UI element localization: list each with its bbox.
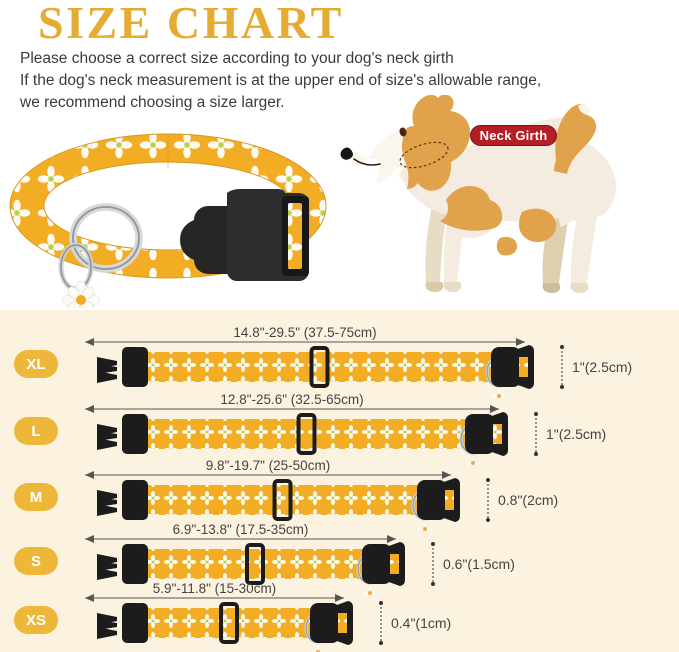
svg-text:5.9"-11.8" (15-30cm): 5.9"-11.8" (15-30cm) — [153, 581, 276, 596]
svg-text:XL: XL — [26, 356, 45, 373]
svg-text:14.8"-29.5" (37.5-75cm): 14.8"-29.5" (37.5-75cm) — [233, 325, 376, 340]
svg-text:1"(2.5cm): 1"(2.5cm) — [546, 426, 606, 442]
svg-text:XS: XS — [26, 612, 46, 629]
svg-text:0.4"(1cm): 0.4"(1cm) — [391, 615, 451, 631]
svg-text:6.9"-13.8" (17.5-35cm): 6.9"-13.8" (17.5-35cm) — [173, 522, 309, 537]
svg-text:L: L — [31, 423, 40, 440]
svg-text:S: S — [31, 553, 41, 570]
svg-text:1"(2.5cm): 1"(2.5cm) — [572, 359, 632, 375]
svg-text:M: M — [30, 489, 43, 506]
svg-text:0.8"(2cm): 0.8"(2cm) — [498, 492, 558, 508]
svg-text:12.8"-25.6" (32.5-65cm): 12.8"-25.6" (32.5-65cm) — [220, 392, 363, 407]
svg-text:9.8"-19.7" (25-50cm): 9.8"-19.7" (25-50cm) — [206, 458, 330, 473]
svg-text:0.6"(1.5cm): 0.6"(1.5cm) — [443, 556, 515, 572]
